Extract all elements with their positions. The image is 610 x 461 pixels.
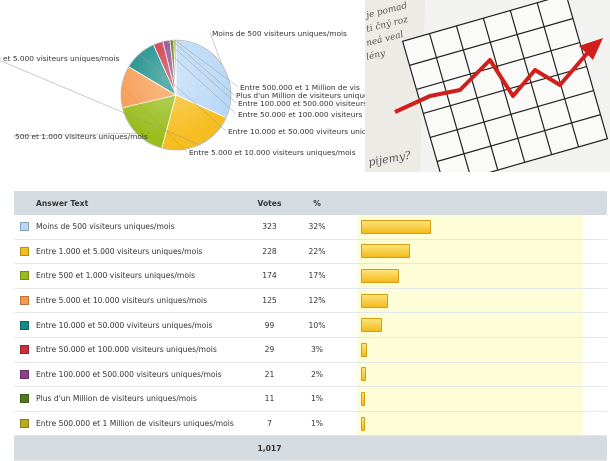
pie-chart-panel: Moins de 500 visiteurs uniques/mois 0 et … <box>0 0 365 172</box>
vote-bar <box>361 318 382 333</box>
legend-swatch <box>20 419 29 429</box>
pie-slice-label: Entre 50.000 et 100.000 visiteurs <box>238 110 362 119</box>
pie-leader-line <box>12 133 137 137</box>
pie-leader-line <box>174 39 239 88</box>
svg-text:lény: lény <box>365 47 387 63</box>
pie-leader-line <box>139 53 227 132</box>
vote-count: 125 <box>246 288 293 314</box>
legend-swatch <box>20 296 29 306</box>
vote-percent: 1% <box>293 386 341 412</box>
table-row: Entre 5.000 et 10.000 visiteurs uniques/… <box>14 288 607 314</box>
vote-percent: 32% <box>293 215 341 240</box>
legend-swatch <box>20 345 29 355</box>
table-row: Entre 100.000 et 500.000 visiteurs uniqu… <box>14 362 607 388</box>
table-row: Entre 1.000 et 5.000 visiteurs uniques/m… <box>14 239 607 265</box>
pie-slice-label: Entre 100.000 et 500.000 visiteurs <box>238 99 365 108</box>
vote-bar <box>361 367 366 382</box>
vote-percent: 1% <box>293 411 341 437</box>
header-votes: Votes <box>246 191 293 215</box>
vote-percent: 22% <box>293 239 341 265</box>
answer-text: Entre 5.000 et 10.000 visiteurs uniques/… <box>36 288 246 314</box>
pie-labels: Moins de 500 visiteurs uniques/mois 0 et … <box>0 29 365 157</box>
vote-bar <box>361 268 399 283</box>
table-row: Plus d'un Million de visiteurs uniques/m… <box>14 386 607 412</box>
pie-slice-label: Entre 5.000 et 10.000 visiteurs uniques/… <box>189 148 356 157</box>
answer-text: Plus d'un Million de visiteurs uniques/m… <box>36 386 246 412</box>
vote-count: 323 <box>246 215 293 240</box>
trend-graph-photo: je pomad ti čný roz neá veal lény pijemy… <box>365 0 610 172</box>
table-row: Entre 50.000 et 100.000 visiteurs unique… <box>14 337 607 363</box>
pie-slice-label: 500 et 1.000 visiteurs uniques/mois <box>15 132 148 141</box>
table-row: Entre 500 et 1.000 visiteurs uniques/moi… <box>14 263 607 289</box>
answer-text: Entre 50.000 et 100.000 visiteurs unique… <box>36 337 246 363</box>
vote-bar <box>361 293 388 308</box>
header-percent: % <box>293 191 341 215</box>
answer-text: Entre 1.000 et 5.000 visiteurs uniques/m… <box>36 239 246 265</box>
vote-bar <box>361 416 365 431</box>
legend-swatch <box>20 271 29 281</box>
legend-swatch <box>20 320 29 330</box>
vote-count: 174 <box>246 263 293 289</box>
vote-percent: 10% <box>293 312 341 338</box>
vote-bar <box>361 342 367 357</box>
legend-swatch <box>20 246 29 256</box>
pie-leader-line <box>209 32 223 66</box>
pie-slice-label: Plus d'un Million de visiteurs uniques <box>236 91 365 100</box>
vote-count: 21 <box>246 362 293 388</box>
answer-text: Moins de 500 visiteurs uniques/mois <box>36 215 246 240</box>
table-row: Entre 10.000 et 50.000 viviteurs uniques… <box>14 312 607 338</box>
vote-count: 228 <box>246 239 293 265</box>
vote-count: 29 <box>246 337 293 363</box>
answer-text: Entre 100.000 et 500.000 visiteurs uniqu… <box>36 362 246 388</box>
header-answer-text: Answer Text <box>36 191 246 215</box>
pie-leader-line <box>171 39 235 96</box>
vote-count: 7 <box>246 411 293 437</box>
vote-bar <box>361 391 365 406</box>
vote-count: 99 <box>246 312 293 338</box>
vote-count: 11 <box>246 386 293 412</box>
pie-chart: Moins de 500 visiteurs uniques/mois 0 et … <box>0 29 365 157</box>
vote-bar <box>361 219 431 234</box>
pie-leader-line <box>166 40 237 104</box>
pie-slice-label: 0 et 5.000 visiteurs uniques/mois <box>0 54 120 63</box>
pie-slice-label: Moins de 500 visiteurs uniques/mois <box>212 29 347 38</box>
answer-text: Entre 10.000 et 50.000 viviteurs uniques… <box>36 312 246 338</box>
vote-percent: 3% <box>293 337 341 363</box>
vote-percent: 12% <box>293 288 341 314</box>
pie-slice-label: Entre 500.000 et 1 Million de vis <box>240 83 360 92</box>
vote-bar <box>361 244 410 259</box>
answer-text: Entre 500 et 1.000 visiteurs uniques/moi… <box>36 263 246 289</box>
legend-swatch <box>20 222 29 232</box>
answer-text: Entre 500.000 et 1 Million de visiteurs … <box>36 411 246 437</box>
legend-swatch <box>20 394 29 404</box>
pie-shading <box>120 39 232 151</box>
table-row: Entre 500.000 et 1 Million de visiteurs … <box>14 411 607 437</box>
vote-percent: 17% <box>293 263 341 289</box>
legend-swatch <box>20 369 29 379</box>
results-table: Answer Text Votes % Moins de 500 visiteu… <box>14 191 607 461</box>
pie-slice-label: Entre 10.000 et 50.000 viviteurs uniques <box>228 127 365 136</box>
pie-leader-line <box>121 86 188 153</box>
pie-leader-line <box>157 42 237 115</box>
table-header-row: Answer Text Votes % <box>14 191 607 215</box>
vote-percent: 2% <box>293 362 341 388</box>
table-row: Moins de 500 visiteurs uniques/mois 323 32… <box>14 215 607 240</box>
rising-arrow-illustration: je pomad ti čný roz neá veal lény pijemy… <box>365 0 610 172</box>
